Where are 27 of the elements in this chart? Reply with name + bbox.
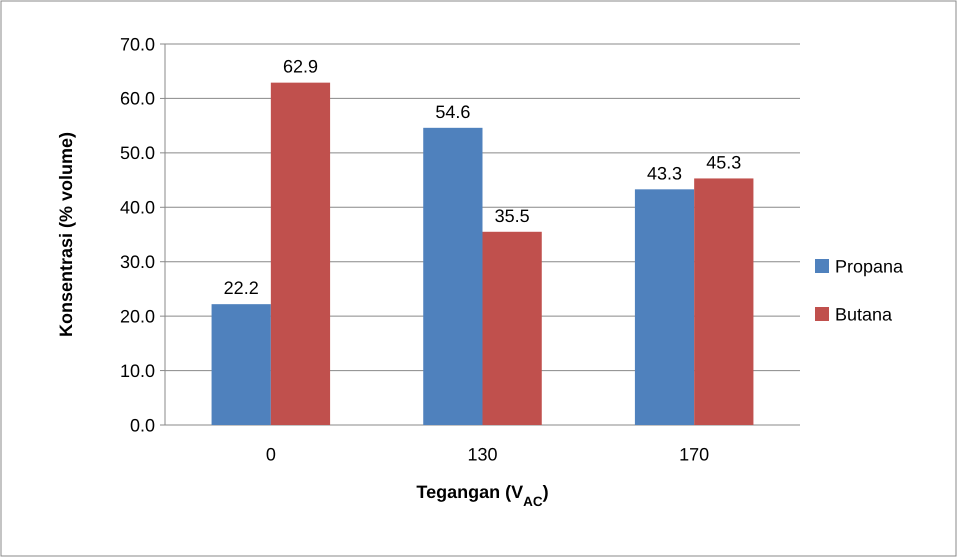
bar bbox=[482, 232, 542, 425]
bar bbox=[270, 82, 330, 425]
y-tick-label: 70.0 bbox=[120, 34, 155, 54]
data-label: 54.6 bbox=[435, 102, 470, 122]
y-tick-label: 0.0 bbox=[130, 415, 155, 436]
y-axis-title: Konsentrasi (% volume) bbox=[56, 132, 76, 338]
bar bbox=[423, 128, 482, 425]
bar bbox=[634, 189, 694, 425]
y-tick-label: 40.0 bbox=[120, 198, 155, 218]
data-label: 43.3 bbox=[647, 163, 682, 184]
x-axis-title: Tegangan (V$_{AC}$) bbox=[416, 482, 549, 508]
x-tick-label: 130 bbox=[467, 444, 498, 464]
legend-label: Butana bbox=[835, 304, 894, 324]
data-label: 45.3 bbox=[706, 152, 742, 172]
y-tick-label: 20.0 bbox=[120, 306, 155, 326]
y-tick-label: 50.0 bbox=[120, 143, 155, 164]
data-label: 62.9 bbox=[282, 56, 318, 77]
y-tick-label: 60.0 bbox=[120, 88, 155, 109]
data-label: 35.5 bbox=[494, 206, 530, 226]
bar bbox=[212, 304, 271, 425]
y-tick-label: 10.0 bbox=[120, 360, 155, 381]
x-tick-label: 170 bbox=[679, 444, 710, 464]
bar bbox=[694, 178, 754, 425]
legend-label: Propana bbox=[835, 256, 904, 276]
data-label: 22.2 bbox=[224, 278, 259, 298]
y-tick-label: 30.0 bbox=[120, 252, 155, 272]
x-tick-label: 0 bbox=[266, 444, 276, 464]
